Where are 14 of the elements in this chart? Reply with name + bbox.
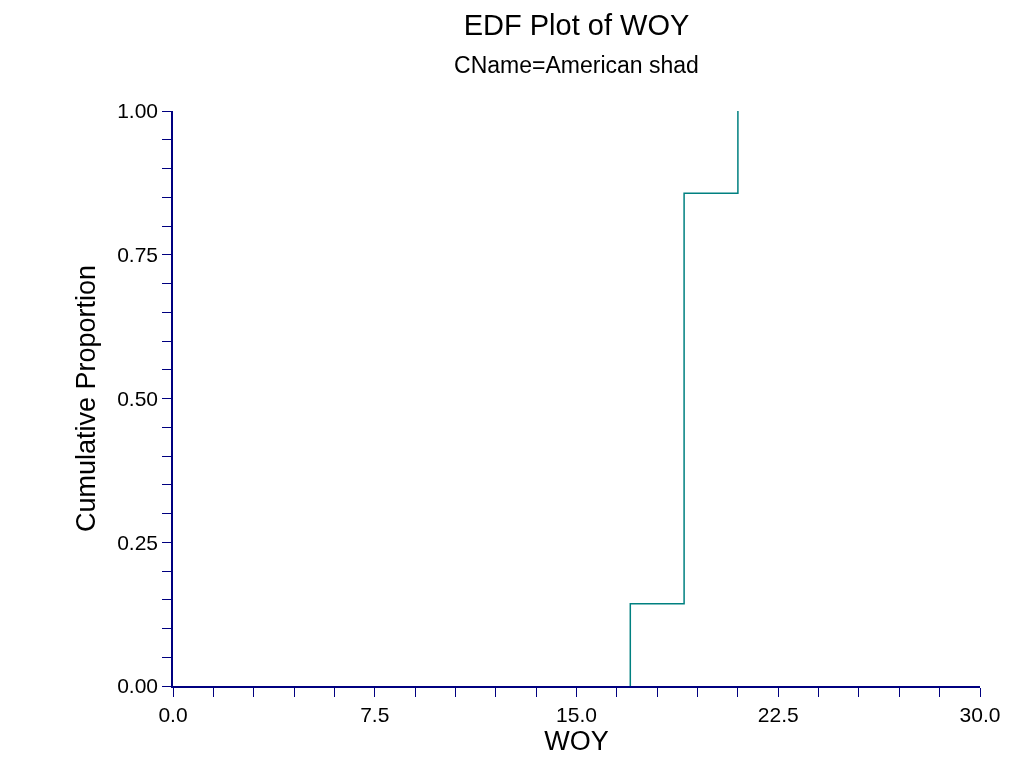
x-tick-label: 7.5	[360, 702, 390, 726]
chart-subtitle: CName=American shad	[454, 51, 699, 78]
x-axis-title: WOY	[544, 725, 609, 756]
y-tick-label: 1.00	[117, 99, 159, 123]
x-tick-label: 22.5	[757, 702, 799, 726]
x-tick-label: 15.0	[556, 702, 597, 726]
x-tick-label: 0.0	[158, 702, 188, 726]
y-tick-label: 0.00	[117, 674, 159, 698]
y-axis-title: Cumulative Proportion	[70, 264, 101, 533]
y-tick-label: 0.25	[117, 530, 159, 554]
x-tick-label: 30.0	[959, 702, 1001, 726]
chart-title: EDF Plot of WOY	[463, 9, 690, 42]
y-tick-label: 0.50	[117, 386, 159, 410]
y-tick-label: 0.75	[117, 243, 159, 267]
